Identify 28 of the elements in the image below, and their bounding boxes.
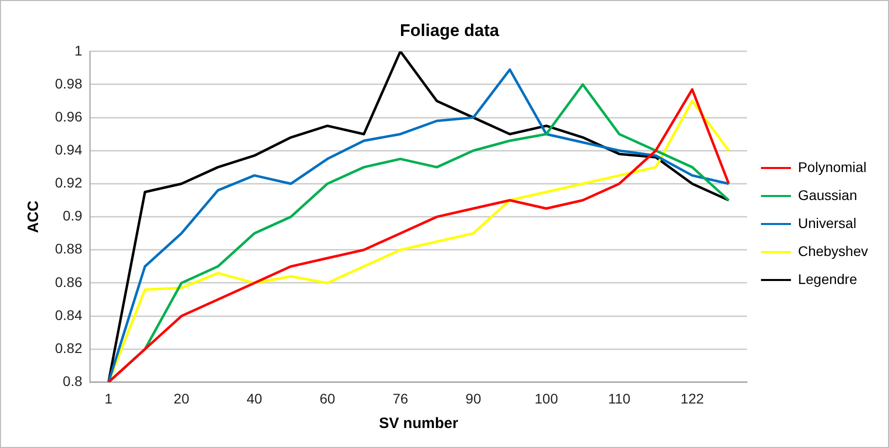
y-tick-label: 0.98	[55, 75, 82, 92]
x-tick-label: 110	[608, 390, 631, 406]
x-tick-label: 90	[466, 390, 482, 406]
x-tick-label: 100	[534, 390, 558, 406]
x-tick-label: 40	[246, 390, 262, 406]
y-tick-label: 0.9	[62, 208, 82, 224]
chart-title: Foliage data	[400, 20, 500, 40]
y-tick-label: 0.96	[55, 108, 82, 124]
legend-label: Gaussian	[798, 186, 858, 203]
x-axis-title: SV number	[379, 415, 458, 432]
legend-label: Chebyshev	[798, 242, 868, 259]
legend-label: Legendre	[798, 270, 858, 287]
y-tick-label: 0.88	[55, 240, 82, 257]
y-tick-label: 0.84	[55, 306, 82, 323]
y-tick-label: 0.86	[55, 274, 82, 290]
y-tick-label: 0.8	[62, 373, 82, 390]
y-tick-label: 0.94	[55, 142, 82, 158]
legend-label: Polynomial	[798, 158, 866, 175]
y-tick-label: 1	[74, 42, 82, 58]
x-tick-label: 76	[392, 390, 408, 406]
x-tick-label: 20	[174, 390, 190, 406]
x-tick-label: 60	[320, 390, 336, 406]
legend-label: Universal	[798, 214, 856, 231]
x-tick-label: 122	[680, 390, 704, 406]
y-axis-title: ACC	[25, 200, 42, 234]
y-tick-label: 0.82	[55, 340, 82, 356]
y-tick-label: 0.92	[55, 174, 82, 191]
x-tick-label: 1	[104, 390, 113, 406]
